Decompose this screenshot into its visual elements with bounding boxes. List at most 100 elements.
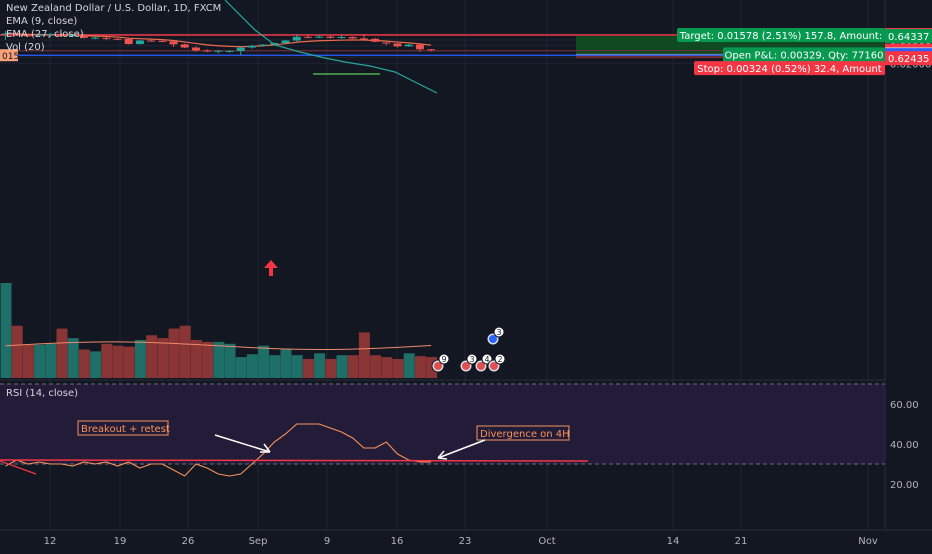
rsi-tick-label: 40.00 xyxy=(890,440,919,451)
volume-bar xyxy=(392,359,404,378)
arrow-breakout xyxy=(214,434,271,453)
support-left-label: 015 xyxy=(2,52,19,62)
price-axis-bg xyxy=(885,0,932,550)
volume-bar xyxy=(168,328,180,378)
time-tick-label: 9 xyxy=(324,536,330,547)
candle-body xyxy=(191,47,200,51)
volume-bar xyxy=(381,357,393,378)
volume-bar xyxy=(190,340,202,378)
ema-slow-line-early xyxy=(224,0,346,63)
volume-bar xyxy=(280,349,292,378)
target-label-box xyxy=(677,28,885,42)
volume-bar xyxy=(403,353,415,378)
volume-bar xyxy=(202,341,214,378)
volume-bar xyxy=(235,357,247,378)
volume-bar xyxy=(101,343,113,378)
candle-body xyxy=(427,49,436,51)
time-tick-label: 16 xyxy=(391,536,404,547)
candle-body xyxy=(203,50,212,52)
annotation-divergence-text: Divergence on 4H xyxy=(480,429,570,440)
event-flag-inner xyxy=(489,335,497,343)
candles xyxy=(1,30,436,276)
rsi-line xyxy=(5,423,432,477)
ema-slow-line xyxy=(344,61,438,94)
price-labels: 0.644250.643370.630880.627590.626930.624… xyxy=(677,28,932,76)
candle-body xyxy=(180,44,189,48)
event-count-bubble xyxy=(494,353,506,365)
volume-bar xyxy=(22,344,34,378)
volume-bar xyxy=(224,343,236,378)
candle-body xyxy=(12,33,21,36)
candle-body xyxy=(359,38,368,40)
candle-body xyxy=(247,45,256,48)
volume-bar xyxy=(0,283,12,378)
candle-body xyxy=(124,39,133,45)
candle-body xyxy=(281,40,290,44)
rsi-trendline-left xyxy=(0,460,37,475)
volume-bar xyxy=(325,359,337,378)
event-count: 3 xyxy=(469,355,474,364)
time-tick-label: 21 xyxy=(735,536,748,547)
candle-body xyxy=(348,37,357,39)
arrow-divergence-head xyxy=(437,450,448,460)
volume-bar xyxy=(414,356,426,378)
volume-bars xyxy=(0,283,438,378)
event-markers: 9 3 4 2 3 xyxy=(431,326,506,373)
candle-body xyxy=(415,44,424,50)
rsi-tick-label: 60.00 xyxy=(890,400,919,411)
candle-body xyxy=(337,37,346,39)
breakout-arrow xyxy=(264,260,278,276)
volume-bar xyxy=(45,343,57,378)
volume-bar xyxy=(78,349,90,378)
candle-body xyxy=(315,36,324,38)
candle-body xyxy=(214,50,223,52)
volume-bar xyxy=(269,355,281,378)
candle-body xyxy=(270,43,279,45)
indicator-ema-slow[interactable]: EMA (27, close) xyxy=(6,29,84,40)
indicator-volume[interactable]: Vol (20) xyxy=(6,42,45,53)
volume-bar xyxy=(370,355,382,378)
time-tick-label: 26 xyxy=(182,536,195,547)
candle-body xyxy=(259,44,268,46)
candle-body xyxy=(393,43,402,47)
candle-body xyxy=(371,38,380,42)
annotation-divergence-box xyxy=(476,425,570,441)
pnl-label-text: Open P&L: 0.00329, Qty: 77160 xyxy=(725,50,884,61)
rsi-band xyxy=(0,384,885,464)
candle-body xyxy=(102,37,111,39)
volume-bar xyxy=(157,338,169,378)
arrow-breakout-head xyxy=(260,443,271,453)
event-count: 3 xyxy=(496,328,501,337)
volume-ma-line xyxy=(5,341,432,350)
volume-bar xyxy=(246,354,258,378)
candle-body xyxy=(326,36,335,38)
candle-body xyxy=(46,34,55,36)
candle-body xyxy=(303,36,312,38)
rsi-title[interactable]: RSI (14, close) xyxy=(6,388,79,399)
candle-body xyxy=(79,34,88,38)
price-label-tag xyxy=(885,29,932,44)
chart-legend: New Zealand Dollar / U.S. Dollar, 1D, FX… xyxy=(6,2,221,54)
annotation-breakout-box xyxy=(77,420,169,436)
candle-body xyxy=(169,41,178,45)
volume-bar xyxy=(213,341,225,378)
candle-body xyxy=(225,50,234,52)
candle-body xyxy=(113,38,122,40)
indicator-ema-fast[interactable]: EMA (9, close) xyxy=(6,16,78,27)
candle-body xyxy=(236,47,245,52)
arrow-divergence xyxy=(437,439,486,459)
volume-bar xyxy=(336,355,348,378)
candle-body xyxy=(57,34,66,37)
symbol-title[interactable]: New Zealand Dollar / U.S. Dollar, 1D, FX… xyxy=(6,3,222,14)
volume-bar xyxy=(11,325,23,378)
candle-body xyxy=(1,33,10,35)
volume-bar xyxy=(123,346,135,378)
event-count-bubble xyxy=(493,326,505,338)
rsi-tick-label: 20.00 xyxy=(890,480,919,491)
volume-bar xyxy=(347,355,359,378)
time-tick-label: Sep xyxy=(249,536,268,547)
candle-body xyxy=(91,37,100,39)
price-label-text: 0.62435 xyxy=(888,54,929,65)
